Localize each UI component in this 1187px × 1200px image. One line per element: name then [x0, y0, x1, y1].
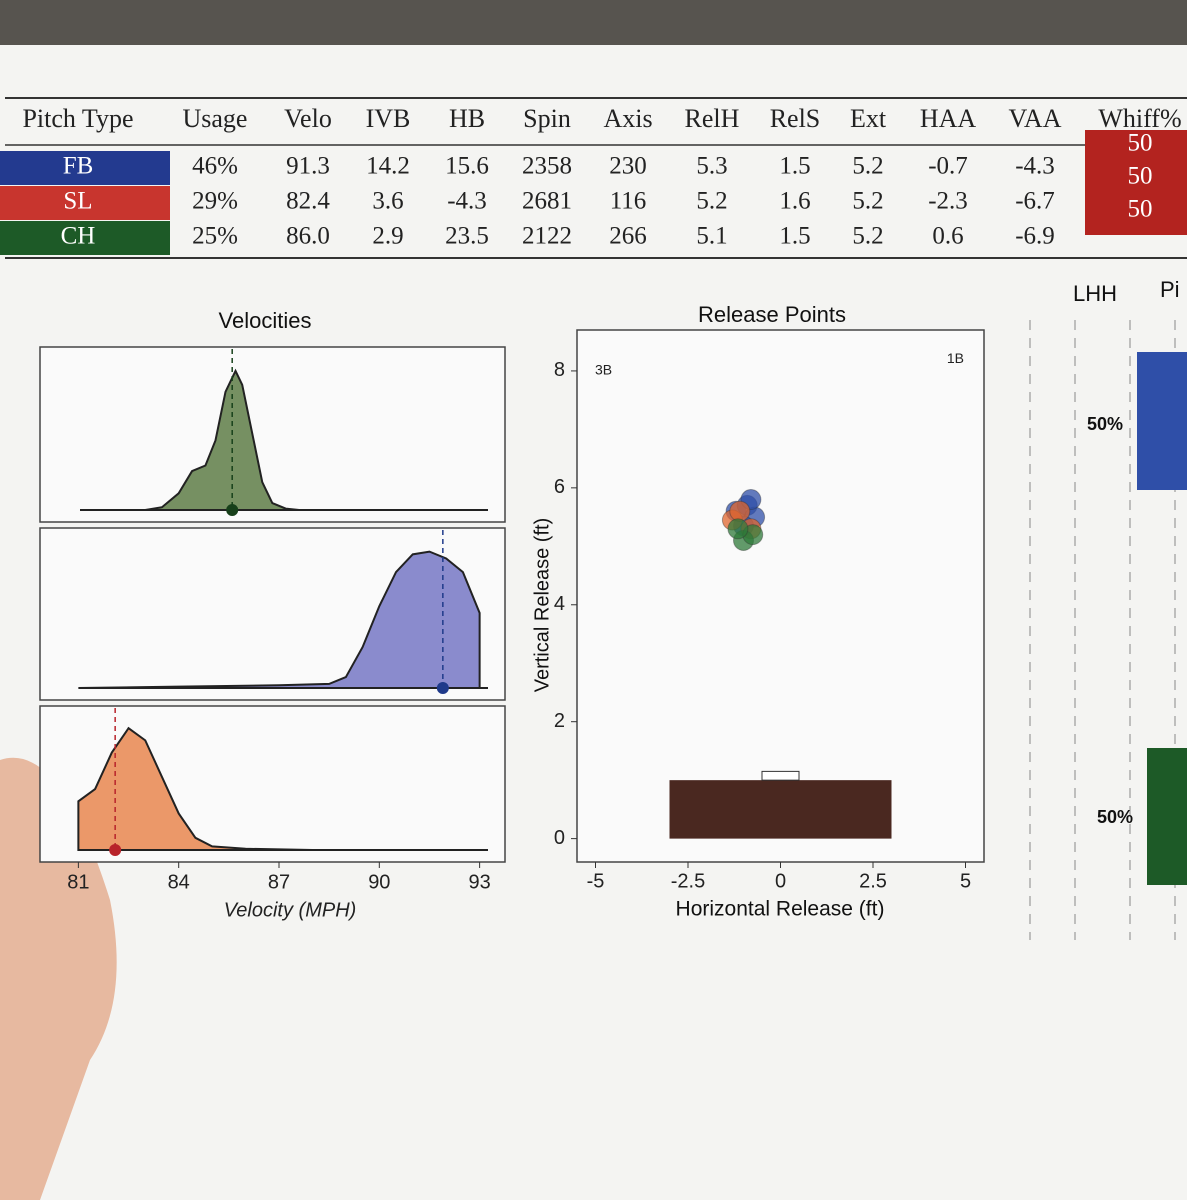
release-point — [729, 500, 751, 522]
bar — [1147, 748, 1187, 885]
density-panel — [39, 346, 506, 523]
table-cell: 50 — [1128, 196, 1153, 223]
table-cell: 2681 — [522, 188, 572, 215]
table-cell: 82.4 — [286, 188, 330, 215]
chart-title: Release Points — [698, 302, 846, 327]
annotation: 1B — [947, 350, 964, 366]
pitch-type-cell — [0, 221, 170, 255]
table-cell: 5.3 — [696, 153, 727, 180]
table-header: Spin — [523, 104, 571, 133]
table-cell: 14.2 — [366, 153, 410, 180]
table-cell: 5.2 — [852, 188, 883, 215]
x-tick-label: 81 — [67, 871, 89, 893]
density-area — [78, 550, 481, 689]
table-cell: 1.5 — [779, 153, 810, 180]
y-tick-label: 4 — [554, 593, 565, 615]
x-axis-label: Velocity (MPH) — [224, 899, 357, 921]
x-axis-label: Horizontal Release (ft) — [676, 898, 885, 921]
x-tick-label: 87 — [268, 871, 290, 893]
table-cell: 50 — [1128, 163, 1153, 190]
table-header: Ext — [850, 104, 887, 133]
table-cell: 2358 — [522, 153, 572, 180]
table-cell: 116 — [610, 188, 647, 215]
table-cell: 91.3 — [286, 153, 330, 180]
pitch-type-cell — [0, 151, 170, 185]
table-cell: 230 — [609, 153, 647, 180]
table-header: Usage — [183, 104, 248, 133]
y-tick-label: 0 — [554, 827, 565, 849]
table-cell: -4.3 — [447, 188, 487, 215]
pitch-type-cell — [0, 186, 170, 220]
table-cell: 46% — [192, 153, 238, 180]
table-cell: 2.9 — [372, 223, 403, 250]
table-cell: 5.2 — [852, 153, 883, 180]
y-axis-label: Vertical Release (ft) — [531, 518, 553, 693]
table-cell: -6.9 — [1015, 223, 1055, 250]
chart-title: Velocities — [219, 308, 312, 333]
mean-dot — [436, 682, 449, 694]
thumb — [0, 757, 117, 1200]
table-header: RelS — [770, 104, 821, 133]
table-cell: 1.6 — [779, 188, 810, 215]
table-header: VAA — [1009, 104, 1062, 133]
table-cell: -2.3 — [928, 188, 968, 215]
mean-dot — [226, 504, 239, 516]
table-cell: 23.5 — [445, 223, 489, 250]
background — [0, 0, 1187, 45]
x-tick-label: 5 — [960, 870, 971, 892]
x-tick-label: 2.5 — [859, 870, 887, 892]
release-point — [727, 518, 749, 540]
table-cell: 5.2 — [696, 188, 727, 215]
annotation: 3B — [595, 362, 612, 378]
y-tick-label: 6 — [554, 476, 565, 498]
table-cell: 0.6 — [932, 223, 963, 250]
table-cell: -4.3 — [1015, 153, 1055, 180]
x-tick-label: 93 — [469, 871, 491, 893]
mean-dot — [109, 844, 122, 856]
table-cell: 266 — [609, 223, 647, 250]
table-cell: 2122 — [522, 223, 572, 250]
table-cell: 50 — [1128, 130, 1153, 157]
table-header: HAA — [920, 104, 977, 133]
chart-title: LHH — [1073, 281, 1117, 306]
density-area — [77, 726, 480, 851]
chart-title: Pi — [1160, 277, 1180, 302]
table-header: IVB — [366, 104, 411, 133]
bar-label: 50% — [1087, 414, 1123, 434]
density-area — [145, 368, 300, 511]
table-header: Pitch Type — [22, 104, 133, 133]
table-cell: 15.6 — [445, 153, 489, 180]
table-cell: 1.5 — [779, 223, 810, 250]
whiff-cell-bg — [1085, 130, 1187, 235]
bar — [1137, 352, 1187, 490]
table-header: RelH — [685, 104, 740, 133]
y-tick-label: 2 — [554, 710, 565, 732]
table-cell: 29% — [192, 188, 238, 215]
table-cell: 5.1 — [696, 223, 727, 250]
y-tick-label: 8 — [554, 359, 565, 381]
table-cell: 25% — [192, 223, 238, 250]
x-tick-label: -5 — [587, 870, 605, 892]
x-tick-label: 90 — [368, 871, 390, 893]
table-cell: CH — [61, 223, 96, 250]
x-tick-label: 0 — [775, 870, 786, 892]
mound — [669, 780, 892, 839]
table-header: Velo — [284, 104, 332, 133]
table-cell: 86.0 — [286, 223, 330, 250]
x-tick-label: 84 — [168, 871, 190, 893]
table-cell: SL — [63, 188, 92, 215]
table-cell: 5.2 — [852, 223, 883, 250]
table-cell: 3.6 — [372, 188, 403, 215]
bar-label: 50% — [1097, 807, 1133, 827]
table-cell: -0.7 — [928, 153, 968, 180]
table-header: HB — [449, 104, 485, 133]
table-header: Whiff% — [1098, 104, 1181, 133]
table-cell: -6.7 — [1015, 188, 1055, 215]
table-header: Axis — [603, 104, 652, 133]
x-tick-label: -2.5 — [671, 870, 705, 892]
table-cell: FB — [63, 153, 94, 180]
rubber — [761, 770, 800, 781]
